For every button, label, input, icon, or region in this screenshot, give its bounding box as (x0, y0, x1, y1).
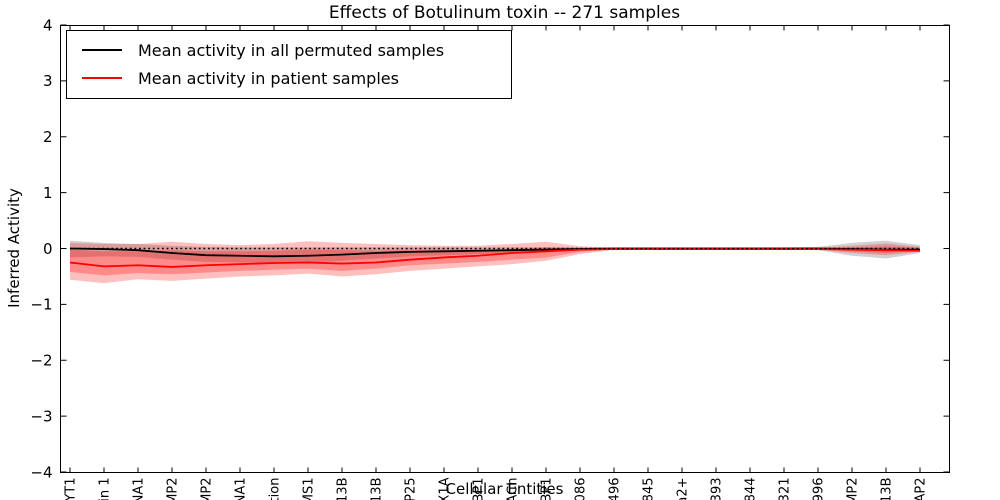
x-tick-label: CHRNA1 (132, 478, 147, 500)
legend-label-permuted: Mean activity in all permuted samples (138, 40, 445, 60)
y-tick-label: 4 (43, 16, 53, 34)
x-tick-label: STXIA/STXBP1 (472, 478, 487, 500)
x-tick-label: UniProt:P10845 (642, 478, 657, 500)
chart-title: Effects of Botulinum toxin -- 271 sample… (328, 3, 681, 23)
x-tick-label: UNC13B (880, 478, 895, 500)
y-tick-label: 0 (43, 240, 53, 258)
x-axis-label: Cellular Entities (445, 480, 564, 498)
x-tick-label: RAB3GAP2/RIMS1/UNC13B (370, 478, 385, 500)
x-tick-label: VAMP2 (846, 478, 861, 500)
y-tick-label: −2 (30, 352, 52, 370)
x-tick-label: ACh/CHRNA1 (234, 478, 249, 500)
band-permuted-samples-range (70, 240, 920, 264)
legend-line-patient (82, 77, 122, 79)
x-tick-label: muscle contraction (268, 478, 283, 500)
x-tick-label: mol:ACh (506, 478, 521, 500)
y-tick-label: −3 (30, 407, 52, 425)
y-tick-label: 2 (43, 128, 53, 146)
legend-item-patient: Mean activity in patient samples (67, 64, 511, 92)
band-patient-samples-range-inner (70, 246, 920, 276)
legend: Mean activity in all permuted samples Me… (66, 30, 512, 99)
x-tick-label: STX1A (438, 477, 453, 500)
y-tick-label: 3 (43, 72, 53, 90)
x-tick-label: ACh/Synaptotagmin 1 (98, 478, 113, 500)
x-tick-label: RAB3GAP2 (914, 478, 929, 500)
series-line-mean-activity-in-patient-samples (69, 248, 921, 268)
x-tick-label: RIMS1 (302, 478, 317, 500)
legend-line-permuted (82, 49, 122, 51)
x-tick-label: UniProt:Q60393 (710, 478, 725, 500)
y-tick-label: 1 (43, 184, 53, 202)
x-tick-label: mol:Ca2+ (676, 478, 691, 500)
y-axis-label: Inferred Activity (5, 188, 23, 308)
x-tick-label: UniProt:P19321 (778, 478, 793, 500)
band-patient-samples-range-outer (70, 241, 920, 284)
x-tick-label: UniProt:P10844 (744, 478, 759, 500)
x-tick-label: CST086 (574, 478, 589, 500)
x-tick-label: STXBP1 (540, 478, 555, 500)
x-tick-label: SNAP25 (404, 478, 419, 500)
y-tick-label: −1 (30, 296, 52, 314)
x-tick-label: UniProt:Q00496 (608, 478, 623, 500)
y-tick-label: −4 (30, 463, 52, 481)
x-tick-label: RIMS1/UNC13B (336, 478, 351, 500)
x-tick-label: STX1A/SNAP25 fragment 1/VAMP2 (166, 478, 181, 500)
x-tick-label: SYT1 (64, 478, 79, 500)
legend-label-patient: Mean activity in patient samples (138, 68, 399, 88)
x-tick-label: STX1A/SNAP25/VAMP2 (200, 478, 215, 500)
x-tick-label: UniProt:P30996 (812, 478, 827, 500)
legend-item-permuted: Mean activity in all permuted samples (67, 36, 511, 64)
